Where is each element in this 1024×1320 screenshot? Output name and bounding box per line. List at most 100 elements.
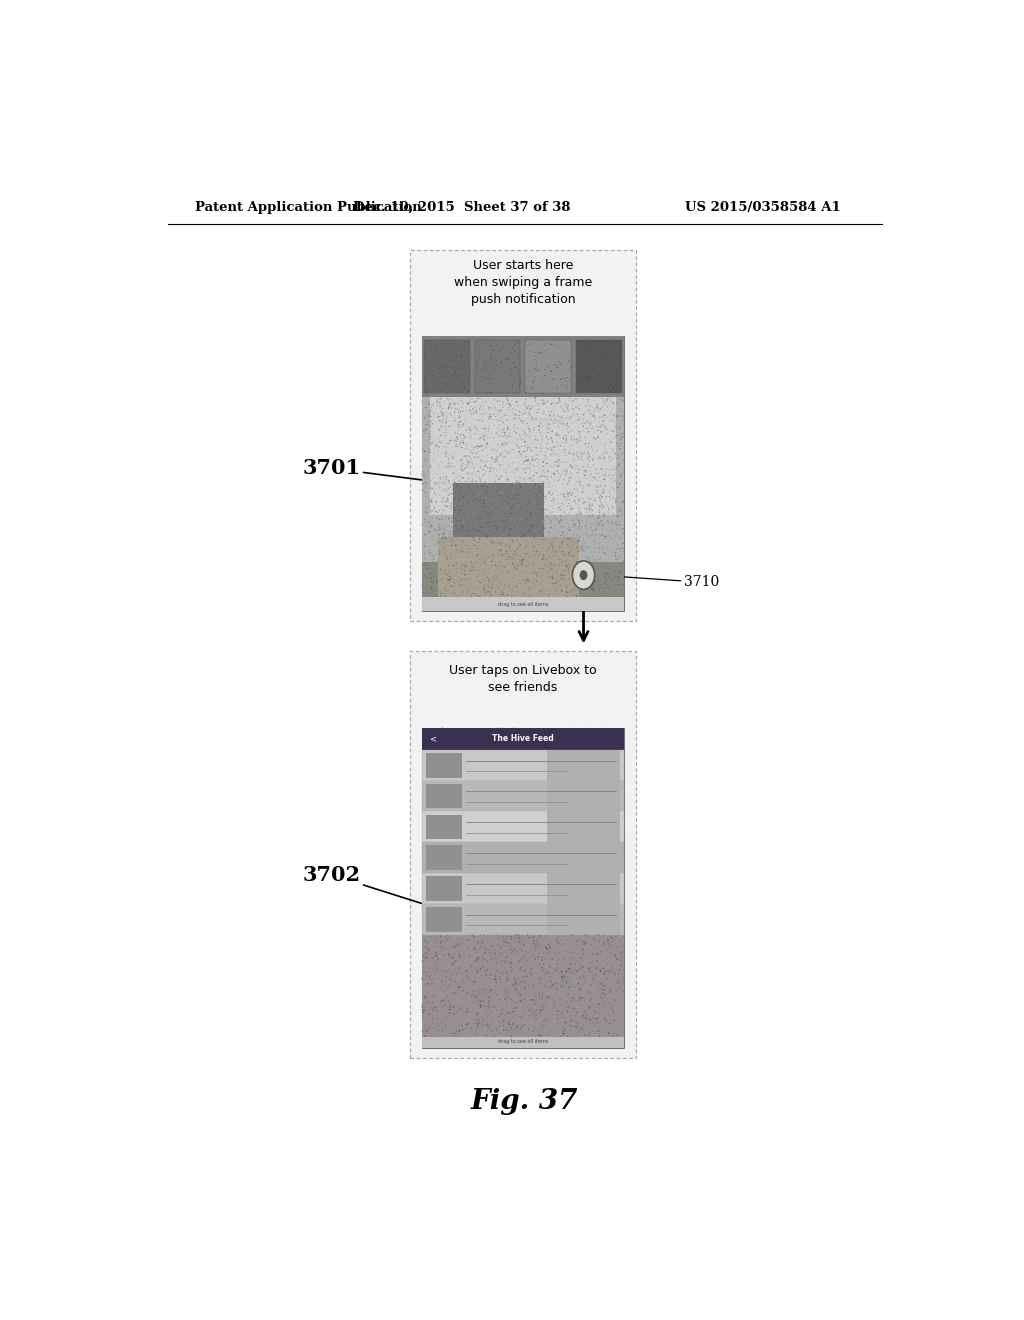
Point bbox=[548, 850, 564, 871]
Point bbox=[558, 579, 574, 601]
Point bbox=[494, 370, 510, 391]
Point bbox=[423, 594, 439, 615]
Point bbox=[524, 358, 541, 379]
Point bbox=[508, 986, 524, 1007]
Point bbox=[519, 425, 536, 446]
Point bbox=[446, 385, 463, 407]
Point bbox=[610, 719, 627, 741]
Point bbox=[558, 432, 574, 453]
Point bbox=[566, 886, 583, 907]
Point bbox=[612, 949, 629, 970]
Point bbox=[593, 346, 609, 367]
Point bbox=[598, 892, 614, 913]
Point bbox=[459, 371, 475, 392]
Point bbox=[579, 832, 595, 853]
Point bbox=[575, 416, 592, 437]
Point bbox=[571, 445, 588, 466]
Point bbox=[432, 392, 449, 413]
Point bbox=[549, 855, 565, 876]
Point bbox=[546, 335, 562, 356]
Point bbox=[467, 576, 483, 597]
Point bbox=[550, 545, 566, 566]
Point bbox=[600, 1028, 616, 1049]
Point bbox=[563, 574, 580, 595]
Point bbox=[510, 437, 526, 458]
Point bbox=[466, 568, 482, 589]
Point bbox=[450, 364, 466, 385]
Point bbox=[531, 466, 548, 487]
Point bbox=[460, 583, 476, 605]
Point bbox=[435, 391, 452, 412]
Point bbox=[529, 400, 546, 421]
Point bbox=[461, 572, 477, 593]
Point bbox=[424, 948, 440, 969]
Point bbox=[494, 973, 510, 994]
Point bbox=[467, 924, 483, 945]
Point bbox=[452, 784, 468, 805]
Point bbox=[470, 764, 486, 785]
Point bbox=[539, 333, 555, 354]
Point bbox=[511, 441, 527, 462]
Point bbox=[552, 389, 568, 411]
Point bbox=[503, 961, 519, 982]
Point bbox=[589, 1001, 605, 1022]
Point bbox=[459, 599, 475, 620]
Point bbox=[417, 368, 433, 389]
Point bbox=[503, 491, 519, 512]
Point bbox=[535, 478, 551, 499]
Point bbox=[415, 1031, 431, 1052]
Point bbox=[418, 598, 434, 619]
Point bbox=[486, 469, 503, 490]
Point bbox=[516, 958, 532, 979]
Point bbox=[612, 744, 629, 766]
Point bbox=[499, 541, 515, 562]
Point bbox=[435, 355, 452, 376]
Point bbox=[485, 829, 502, 850]
Point bbox=[494, 591, 510, 612]
Point bbox=[515, 469, 531, 490]
Point bbox=[454, 461, 470, 482]
Point bbox=[417, 953, 433, 974]
Point bbox=[552, 517, 568, 539]
Point bbox=[415, 1031, 431, 1052]
Point bbox=[504, 928, 520, 949]
Point bbox=[441, 403, 458, 424]
Point bbox=[543, 1001, 559, 1022]
Point bbox=[604, 426, 621, 447]
Point bbox=[462, 480, 478, 502]
Point bbox=[554, 461, 570, 482]
Point bbox=[599, 583, 615, 605]
Point bbox=[580, 993, 596, 1014]
Point bbox=[524, 442, 541, 463]
Point bbox=[531, 388, 548, 409]
Point bbox=[496, 449, 512, 470]
Point bbox=[605, 950, 622, 972]
Point bbox=[614, 541, 631, 562]
Point bbox=[428, 541, 444, 562]
Point bbox=[570, 370, 587, 391]
Point bbox=[538, 391, 554, 412]
Point bbox=[466, 1024, 482, 1045]
Point bbox=[521, 855, 538, 876]
Point bbox=[515, 387, 531, 408]
Point bbox=[504, 519, 520, 540]
Point bbox=[608, 731, 625, 752]
Point bbox=[548, 488, 564, 510]
Point bbox=[559, 414, 575, 436]
Point bbox=[532, 362, 549, 383]
Point bbox=[590, 484, 606, 506]
Point bbox=[512, 483, 528, 504]
Point bbox=[571, 502, 588, 523]
Point bbox=[587, 925, 603, 946]
Point bbox=[554, 887, 570, 908]
Point bbox=[478, 1010, 495, 1031]
Point bbox=[537, 475, 553, 496]
Point bbox=[501, 979, 517, 1001]
Point bbox=[521, 418, 538, 440]
Point bbox=[489, 434, 506, 455]
Point bbox=[594, 1007, 610, 1028]
Point bbox=[432, 808, 449, 829]
Point bbox=[559, 900, 575, 921]
Point bbox=[541, 343, 557, 364]
Point bbox=[480, 570, 497, 591]
